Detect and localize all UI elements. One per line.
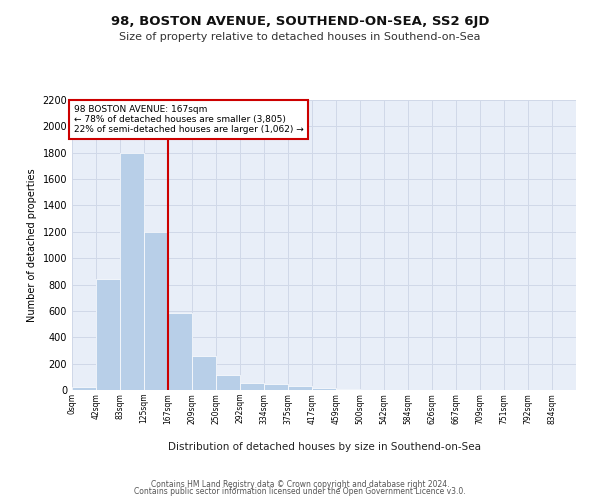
Bar [72, 386, 96, 390]
Bar [288, 386, 312, 390]
Text: 98, BOSTON AVENUE, SOUTHEND-ON-SEA, SS2 6JD: 98, BOSTON AVENUE, SOUTHEND-ON-SEA, SS2 … [111, 15, 489, 28]
Bar [168, 313, 192, 390]
Bar [240, 384, 264, 390]
Text: 98 BOSTON AVENUE: 167sqm
← 78% of detached houses are smaller (3,805)
22% of sem: 98 BOSTON AVENUE: 167sqm ← 78% of detach… [74, 104, 304, 134]
Bar [96, 280, 121, 390]
Bar [216, 375, 240, 390]
Text: Distribution of detached houses by size in Southend-on-Sea: Distribution of detached houses by size … [167, 442, 481, 452]
Bar [144, 232, 168, 390]
Bar [120, 152, 144, 390]
Bar [312, 388, 336, 390]
Text: Contains HM Land Registry data © Crown copyright and database right 2024.: Contains HM Land Registry data © Crown c… [151, 480, 449, 489]
Bar [264, 384, 289, 390]
Y-axis label: Number of detached properties: Number of detached properties [27, 168, 37, 322]
Text: Size of property relative to detached houses in Southend-on-Sea: Size of property relative to detached ho… [119, 32, 481, 42]
Text: Contains public sector information licensed under the Open Government Licence v3: Contains public sector information licen… [134, 488, 466, 496]
Bar [192, 356, 217, 390]
